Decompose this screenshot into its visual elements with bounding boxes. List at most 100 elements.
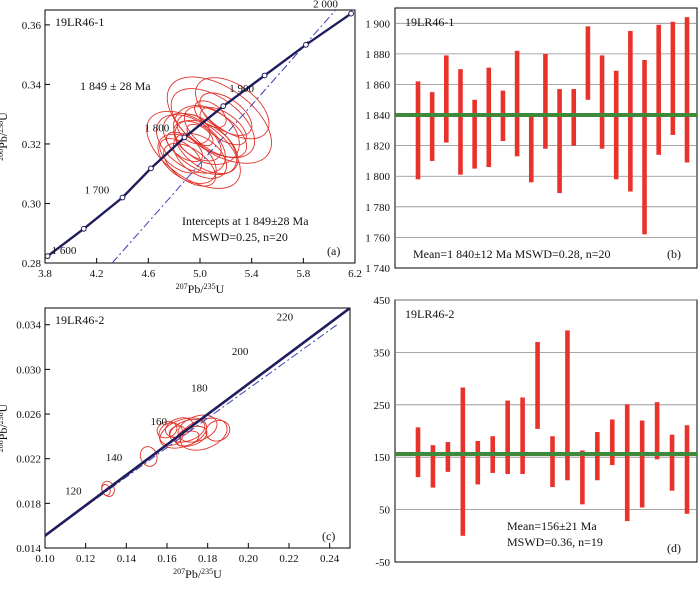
error-ellipse [173, 132, 227, 179]
age-error-bar [669, 434, 675, 491]
y-tick-label: 1 760 [365, 232, 390, 244]
mswd-annotation: MSWD=0.36, n=19 [507, 535, 603, 549]
mean-annotation: Mean=1 840±12 Ma MSWD=0.28, n=20 [413, 247, 611, 261]
y-tick-label: 0.28 [22, 258, 42, 270]
age-error-bar [585, 26, 591, 100]
x-tick-label: 0.12 [76, 553, 95, 565]
concordia-age-marker [148, 165, 154, 172]
x-tick-label: 5.8 [296, 268, 310, 280]
concordia-age-label: 140 [106, 452, 123, 464]
age-error-bar [520, 397, 525, 474]
age-error-bar [505, 400, 510, 474]
age-error-bar [486, 67, 492, 168]
age-error-bar [535, 341, 540, 429]
panel-label: (c) [322, 529, 335, 543]
x-tick-label: 0.14 [117, 553, 137, 565]
x-tick-label: 0.22 [279, 553, 298, 565]
x-axis-label: 207Pb/235U [173, 567, 222, 581]
y-tick-label: 50 [379, 505, 391, 517]
error-ellipse [162, 112, 238, 175]
sample-label: 19LR46-2 [55, 313, 104, 327]
age-error-bar [514, 50, 520, 157]
age-error-bar [543, 53, 548, 149]
x-tick-label: 5.0 [193, 268, 207, 280]
age-error-bar [580, 450, 585, 505]
concordia-age-marker [44, 253, 51, 260]
x-tick-label: 0.18 [198, 553, 218, 565]
y-tick-label: 450 [374, 295, 391, 307]
age-error-bar [444, 55, 449, 143]
error-ellipse [146, 110, 241, 189]
error-ellipse [158, 422, 184, 446]
y-tick-label: 1 740 [365, 263, 390, 275]
age-error-bar [654, 402, 660, 460]
plot-frame [394, 299, 698, 563]
panel-label: (b) [667, 247, 681, 261]
concordia-panel-a: 3.8 4.2 4.6 5.0 5.4 5.8 6.2 0.28 0.30 0.32 0.34 0.3… [0, 0, 362, 296]
y-tick-label: 1 860 [365, 79, 390, 91]
y-tick-label: 1 900 [365, 18, 390, 30]
x-tick-label: 4.2 [90, 268, 104, 280]
age-error-bar [460, 387, 466, 536]
concordia-age-label: 1 700 [85, 185, 110, 197]
error-ellipse [156, 114, 226, 174]
concordia-age-marker [303, 41, 309, 48]
y-axis-label: 206Pb/238U [0, 112, 10, 161]
concordia-age-marker [80, 225, 87, 232]
y-tick-label: 250 [374, 400, 391, 412]
plot-frame [44, 307, 351, 549]
age-error-bar [628, 30, 633, 192]
sample-label: 19LR46-1 [405, 15, 454, 29]
concordia-age-label: 220 [277, 311, 294, 323]
x-tick-label: 0.10 [35, 553, 55, 565]
age-error-bar [550, 436, 555, 488]
y-tick-label: 1 800 [365, 171, 390, 183]
concordia-age-label: 200 [232, 346, 249, 358]
error-ellipse [163, 143, 217, 187]
y-tick-label: 0.30 [22, 198, 42, 210]
age-error-bar [475, 440, 481, 485]
age-error-bar [445, 442, 451, 472]
age-error-bar [609, 419, 615, 466]
age-error-bar [684, 17, 690, 163]
x-tick-label: 0.16 [157, 553, 177, 565]
y-tick-label: 150 [374, 452, 391, 464]
age-error-bar [565, 330, 570, 481]
concordia-age-label: 160 [151, 416, 168, 428]
x-tick-label: 4.6 [141, 268, 155, 280]
concordia-age-label: 180 [191, 383, 208, 395]
x-tick-label: 5.4 [245, 268, 259, 280]
concordia-age-marker [181, 134, 188, 141]
panel-label: (a) [327, 244, 340, 258]
age-error-bar [639, 420, 645, 508]
y-tick-label: 0.018 [16, 498, 41, 510]
age-error-bar [571, 89, 577, 146]
concordia-curve [45, 308, 350, 537]
error-ellipse [186, 123, 214, 147]
intercept-annotation: Intercepts at 1 849±28 Ma [182, 214, 309, 228]
y-tick-label: 0.030 [16, 364, 41, 376]
concordia-age-marker [261, 72, 268, 79]
concordia-age-label: 1 800 [145, 122, 170, 134]
age-error-bar [415, 81, 421, 180]
age-error-bar [656, 24, 661, 155]
x-tick-label: 0.24 [320, 553, 340, 565]
age-error-bar [430, 445, 436, 488]
age-error-bar [595, 432, 600, 481]
error-ellipse [159, 138, 202, 174]
y-tick-label: -50 [375, 557, 390, 569]
concordia-age-label: 120 [65, 485, 82, 497]
x-tick-label: 0.20 [239, 553, 259, 565]
age-error-bar [458, 69, 463, 175]
mean-annotation: Mean=156±21 Ma [507, 519, 597, 533]
y-tick-label: 0.034 [16, 320, 41, 332]
error-ellipse [199, 92, 253, 136]
age-error-bar [429, 92, 435, 161]
concordia-panel-c: 0.10 0.12 0.14 0.16 0.18 0.20 0.22 0.24 0.014 0.0… [0, 307, 351, 581]
age-error-bar [670, 21, 676, 135]
age-error-bar [684, 425, 690, 514]
y-tick-label: 0.36 [22, 20, 42, 32]
y-tick-label: 0.32 [22, 139, 41, 151]
concordia-age-marker [220, 103, 227, 110]
concordia-age-label: 2 000 [313, 0, 338, 11]
